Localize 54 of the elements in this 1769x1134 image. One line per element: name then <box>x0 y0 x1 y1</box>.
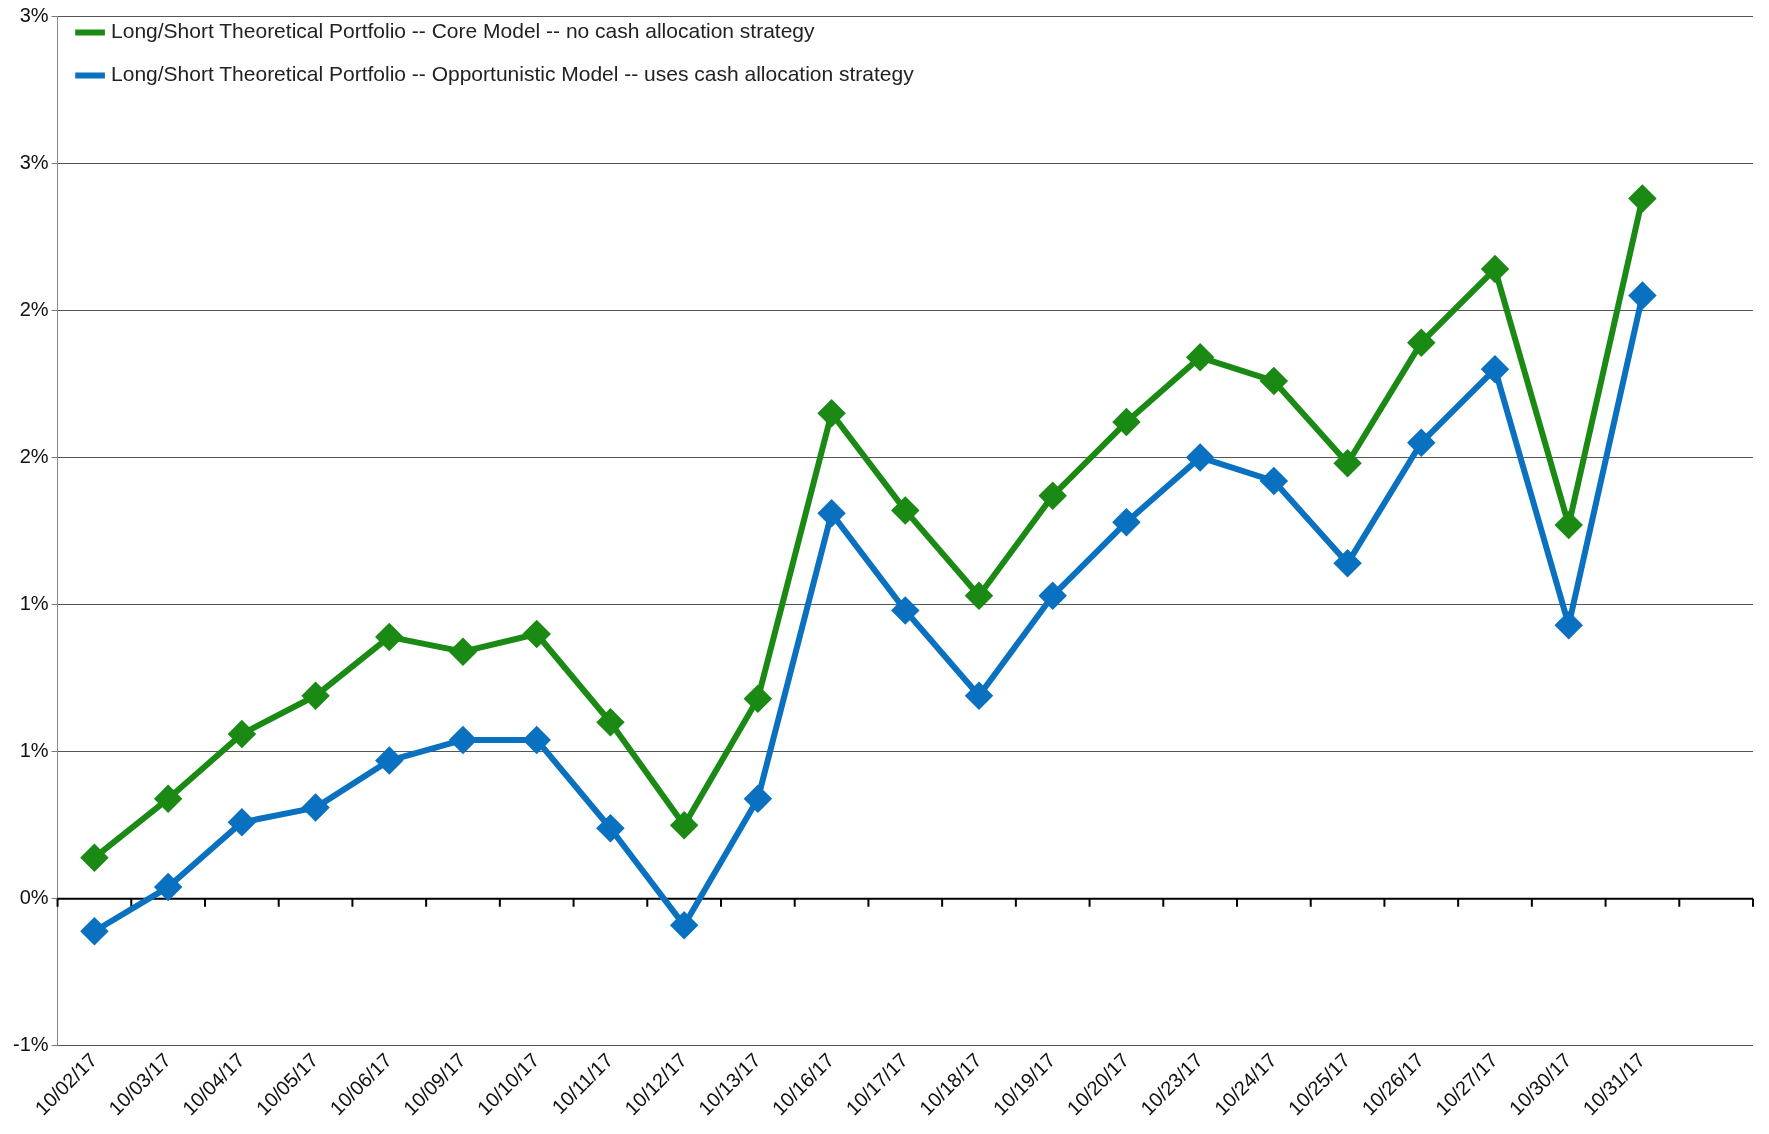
point <box>1408 429 1435 456</box>
point <box>966 582 992 609</box>
point <box>155 785 182 812</box>
point <box>302 682 329 709</box>
point <box>744 685 771 712</box>
point <box>1039 582 1066 609</box>
legend-label: Long/Short Theoretical Portfolio -- Core Model -- no cash allocation strategy <box>111 19 816 43</box>
point <box>744 785 771 812</box>
point <box>818 400 845 427</box>
point <box>155 874 182 901</box>
y-tick-label: 1% <box>19 739 49 762</box>
point <box>1408 329 1435 356</box>
point <box>1334 550 1361 577</box>
point <box>523 726 550 753</box>
point <box>671 812 698 839</box>
y-tick-label: 2% <box>19 444 49 467</box>
y-tick-label: 1% <box>19 592 49 615</box>
y-tick-label: -1% <box>12 1033 49 1056</box>
point <box>1482 256 1508 283</box>
point <box>1187 444 1214 471</box>
point <box>1113 509 1140 536</box>
y-tick-label: 3% <box>19 150 49 173</box>
point <box>966 682 992 709</box>
point <box>81 844 108 871</box>
point <box>302 794 329 821</box>
y-tick-label: 3% <box>19 3 49 26</box>
point <box>1260 367 1287 394</box>
point <box>892 497 919 524</box>
point <box>1555 612 1582 639</box>
y-tick-label: 2% <box>19 297 49 320</box>
point <box>671 912 698 939</box>
point <box>597 815 624 842</box>
point <box>450 726 476 753</box>
point <box>228 721 255 748</box>
point <box>892 597 919 624</box>
point <box>1039 482 1066 509</box>
point <box>81 918 108 945</box>
point <box>376 623 403 650</box>
point <box>1629 185 1656 212</box>
point <box>1113 409 1140 436</box>
point <box>1260 467 1287 494</box>
y-tick-label: 0% <box>19 886 49 909</box>
point <box>1555 512 1582 539</box>
point <box>450 638 476 665</box>
point <box>1482 356 1508 383</box>
point <box>523 620 550 647</box>
point <box>228 809 255 836</box>
point <box>818 500 845 527</box>
point <box>1334 450 1361 477</box>
legend-label: Long/Short Theoretical Portfolio -- Opportunistic Model -- uses cash allocation strategy <box>111 62 915 86</box>
point <box>1629 282 1656 309</box>
point <box>597 709 624 736</box>
point <box>376 747 403 774</box>
point <box>1187 344 1214 371</box>
